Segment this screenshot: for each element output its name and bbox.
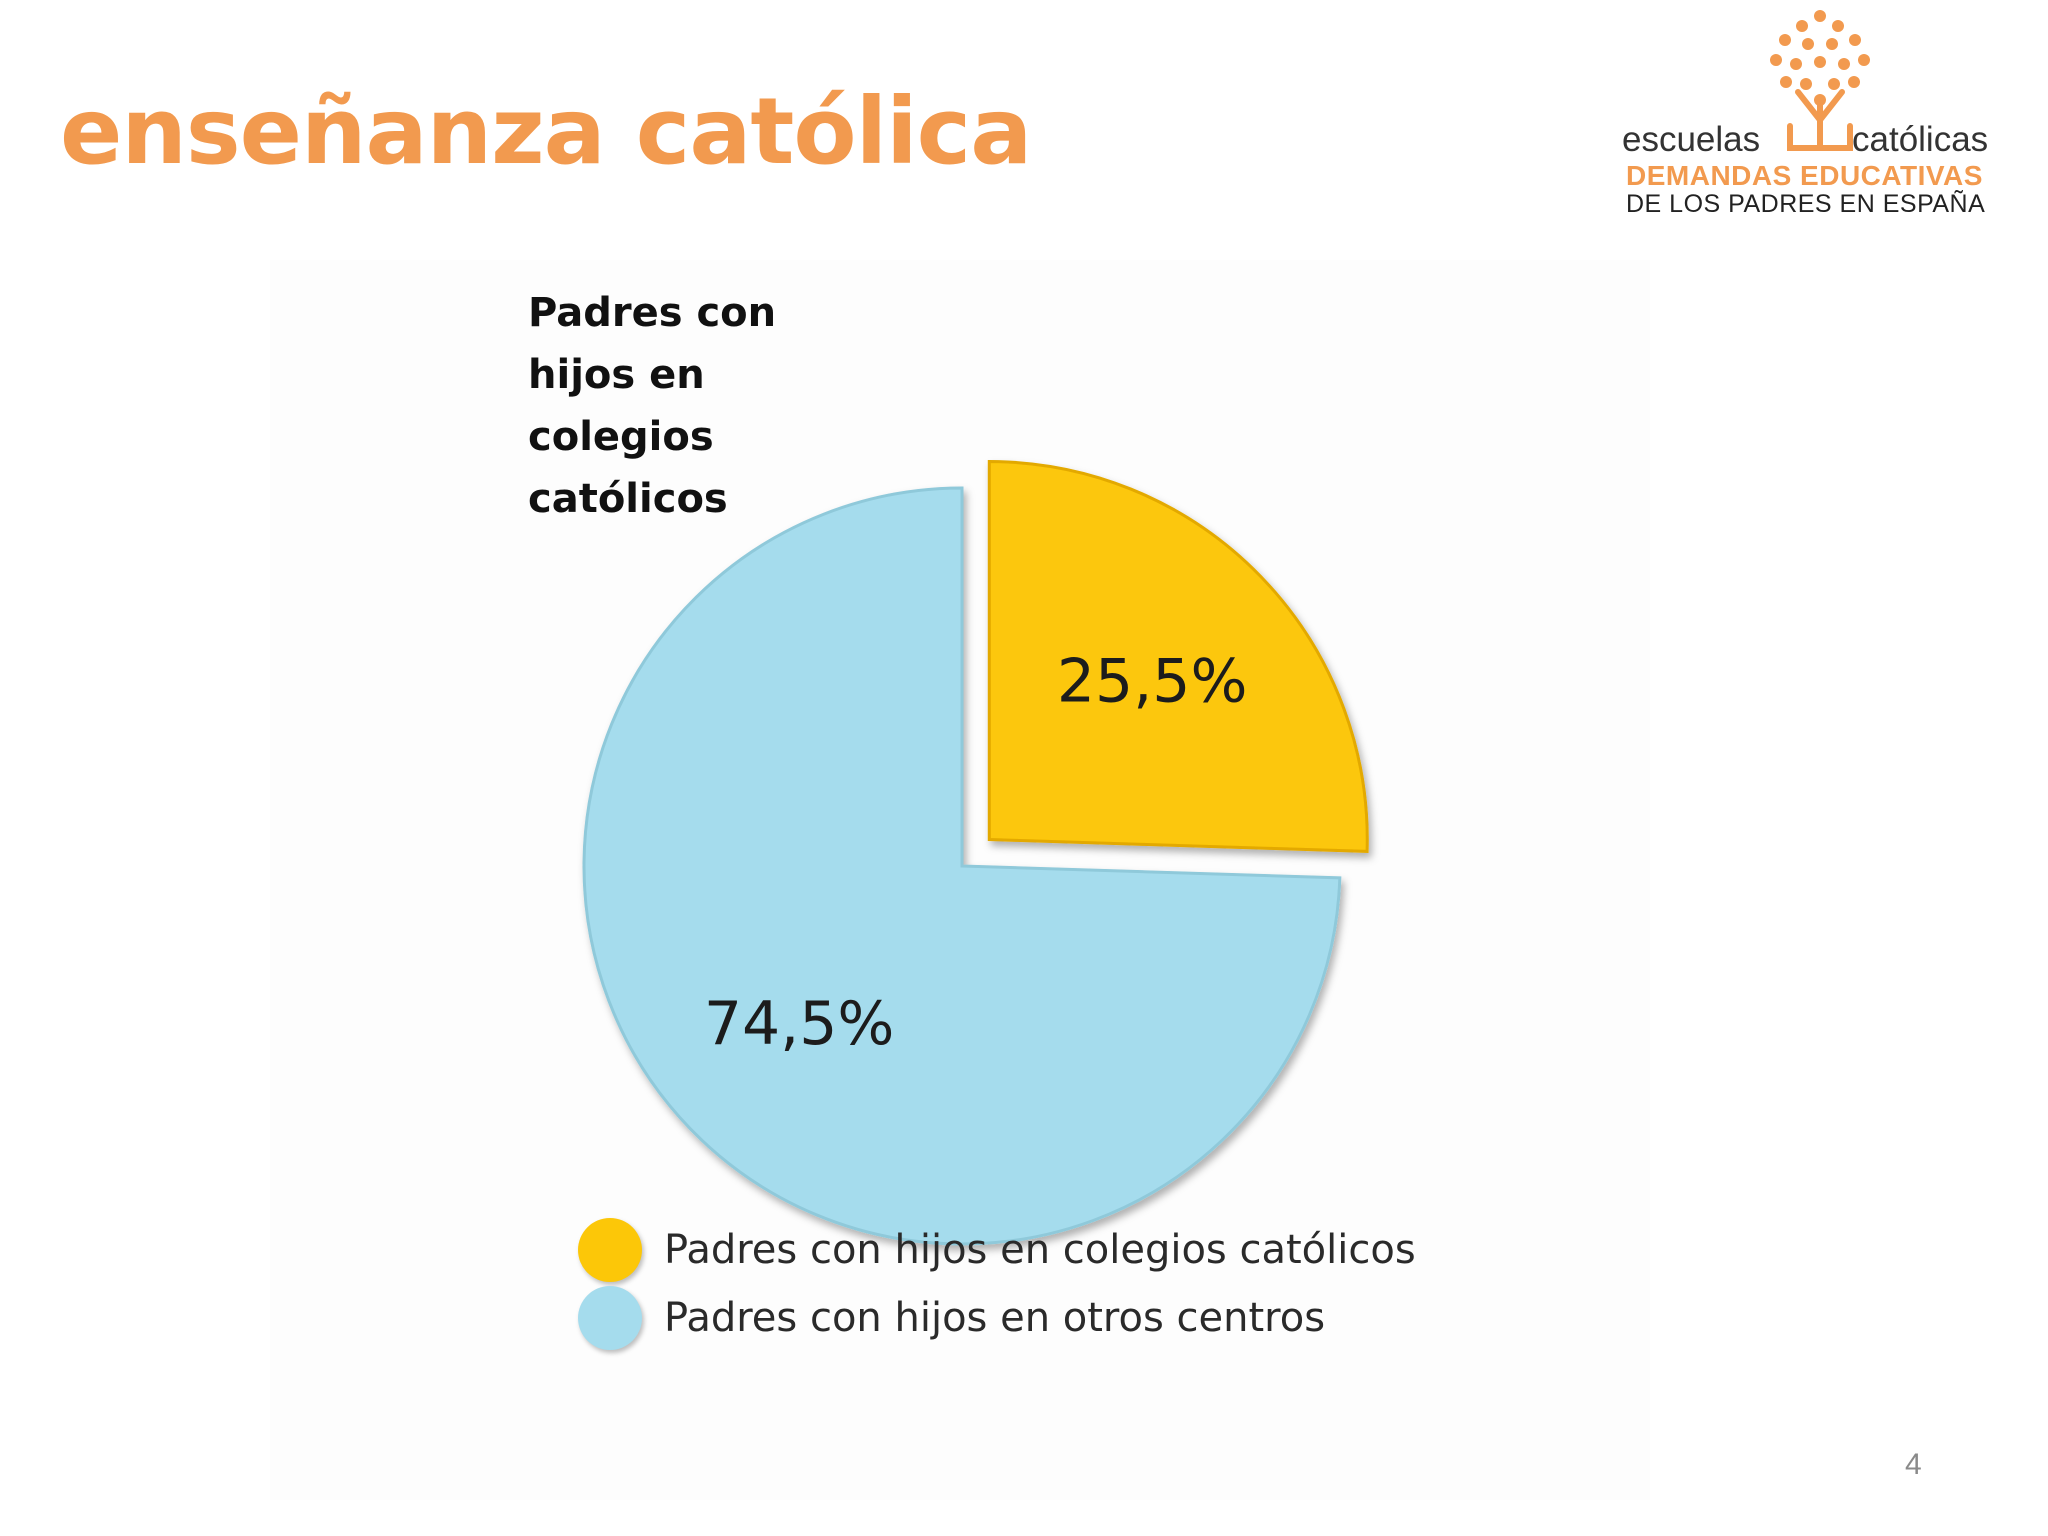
- chart-legend: Padres con hijos en colegios católicos P…: [578, 1216, 1416, 1352]
- legend-item-otros-centros: Padres con hijos en otros centros: [578, 1284, 1416, 1352]
- pie-slice-catolicos: [987, 460, 1369, 853]
- pie-label-catolicos: 25,5%: [1057, 647, 1248, 717]
- legend-swatch-otros-centros: [578, 1286, 642, 1350]
- legend-label-otros-centros: Padres con hijos en otros centros: [664, 1295, 1326, 1341]
- legend-item-catolicos: Padres con hijos en colegios católicos: [578, 1216, 1416, 1284]
- pie-label-otros-centros: 74,5%: [704, 989, 895, 1059]
- legend-label-catolicos: Padres con hijos en colegios católicos: [664, 1227, 1416, 1273]
- pie-slice-otros-centros: [582, 486, 1342, 1246]
- logo-word-escuelas: escuelas: [1622, 120, 1761, 159]
- slide-title: enseñanza católica: [60, 78, 1032, 185]
- logo-word-catolicas: católicas: [1852, 120, 1989, 159]
- logo-subtitle-demandas: DEMANDAS EDUCATIVAS: [1626, 160, 1983, 191]
- escuelas-catolicas-logo: escuelas católicas DEMANDAS EDUCATIVAS D…: [1610, 8, 2030, 218]
- page-number: 4: [1905, 1448, 1922, 1481]
- tree-logo-icon: [1770, 10, 1870, 151]
- legend-swatch-catolicos: [578, 1218, 642, 1282]
- logo-subtitle-padres: DE LOS PADRES EN ESPAÑA: [1626, 190, 1986, 218]
- chart-title: Padres con hijos en colegios católicos: [528, 290, 777, 522]
